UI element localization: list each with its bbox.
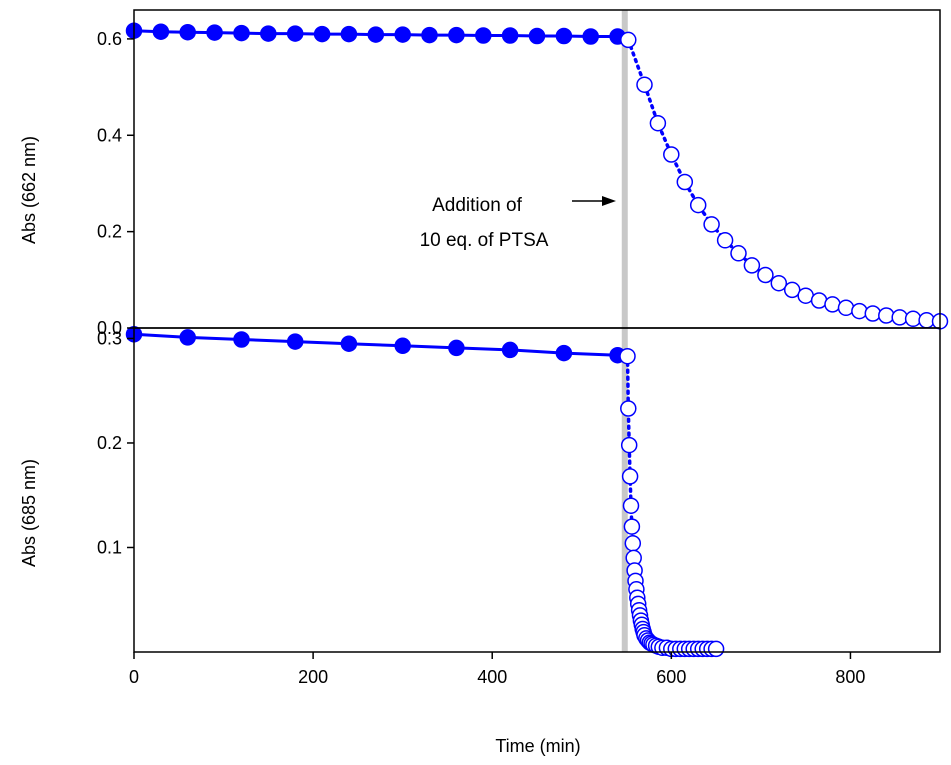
bottom-series-0-point	[286, 333, 304, 350]
bottom-series-1-point	[620, 400, 637, 417]
top-series-0-point	[340, 25, 358, 43]
bottom-y-tick-label: 0.2	[97, 433, 122, 453]
top-series-0-point	[179, 23, 196, 41]
x-axis-title: Time (min)	[495, 736, 580, 756]
top-y-tick-label: 0.4	[97, 125, 122, 145]
top-series-0-point	[367, 26, 385, 43]
top-series-1-point	[837, 299, 855, 317]
top-series-1-point	[730, 245, 747, 262]
top-series-0-point	[582, 28, 599, 45]
bottom-y-axis-title: Abs (685 nm)	[19, 459, 39, 567]
top-series-0-point	[555, 27, 573, 45]
bottom-series-1-point	[624, 535, 642, 552]
bottom-series-1-point	[619, 347, 636, 365]
top-series-1-point	[824, 296, 841, 313]
bottom-series-0-point	[340, 335, 358, 352]
top-series-0-point	[394, 26, 411, 43]
top-series-0-point	[475, 27, 492, 44]
bottom-series-0-line	[132, 332, 620, 357]
top-series-0-point	[233, 24, 250, 42]
x-tick-label: 200	[298, 667, 328, 687]
top-series-0-point	[528, 27, 546, 45]
bottom-series-0-point	[233, 331, 250, 348]
x-tick-label: 400	[477, 667, 507, 687]
x-tick-label: 800	[835, 667, 865, 687]
bottom-series-1-point	[622, 497, 640, 514]
top-series-0-point	[286, 25, 304, 42]
top-series-1-point	[703, 216, 720, 233]
axis-ticks: 0.0 0.2 0.4 0.6 0.1 0.2 0.3 0 200 400 600 800	[97, 29, 865, 687]
top-series-0-point	[152, 23, 170, 40]
top-series-1-point	[851, 302, 868, 320]
bottom-series-0-point	[448, 339, 465, 357]
bottom-series-1-point	[707, 640, 725, 658]
top-series-1-point	[783, 281, 801, 299]
bottom-series-1-point	[620, 436, 638, 454]
top-series-1-point	[649, 114, 667, 132]
x-tick-label: 0	[129, 667, 139, 687]
bottom-series-1-point	[621, 468, 639, 485]
top-y-tick-label: 0.2	[97, 222, 122, 242]
top-series-1-point	[810, 292, 828, 309]
top-y-tick-label: 0.0	[97, 318, 122, 338]
bottom-series-0-point	[555, 344, 573, 362]
top-series-1-point	[663, 146, 680, 163]
top-series-1-point	[904, 310, 922, 328]
top-series-1-point	[636, 76, 653, 93]
bottom-panel-frame	[133, 327, 941, 653]
top-series-1-point	[864, 305, 882, 322]
top-series-0-point	[448, 26, 465, 44]
bottom-series-1-point	[623, 518, 641, 535]
annotation-line-2: 10 eq. of PTSA	[420, 230, 549, 251]
top-series-1-point	[620, 31, 637, 49]
top-series-1-point	[743, 257, 761, 274]
top-y-tick-label: 0.6	[97, 29, 122, 49]
top-series-0-point	[421, 26, 438, 44]
top-series-0-point	[260, 25, 277, 42]
top-series-0-point	[313, 25, 331, 43]
top-series-1-point	[716, 232, 734, 249]
bottom-y-tick-label: 0.1	[97, 537, 122, 557]
top-y-axis-title: Abs (662 nm)	[19, 136, 39, 244]
top-series-1-point	[676, 173, 694, 191]
annotation-arrow	[572, 196, 616, 206]
top-panel-marks	[125, 10, 949, 330]
bottom-series-0-point	[501, 341, 519, 359]
top-series-0-point	[501, 27, 519, 44]
x-tick-label: 600	[656, 667, 686, 687]
top-series-1-point	[878, 307, 895, 324]
bottom-series-0-point	[179, 329, 196, 346]
top-series-1-point	[770, 274, 788, 292]
annotation-line-1: Addition of	[432, 195, 523, 216]
top-series-1-point	[689, 196, 707, 214]
top-series-1-point	[891, 309, 908, 326]
top-series-0-point	[206, 24, 223, 41]
bottom-series-0-point	[394, 337, 411, 355]
bottom-y-tick-label: 0.3	[97, 328, 122, 348]
top-series-1-point	[757, 266, 774, 284]
panel-frames	[133, 9, 941, 653]
